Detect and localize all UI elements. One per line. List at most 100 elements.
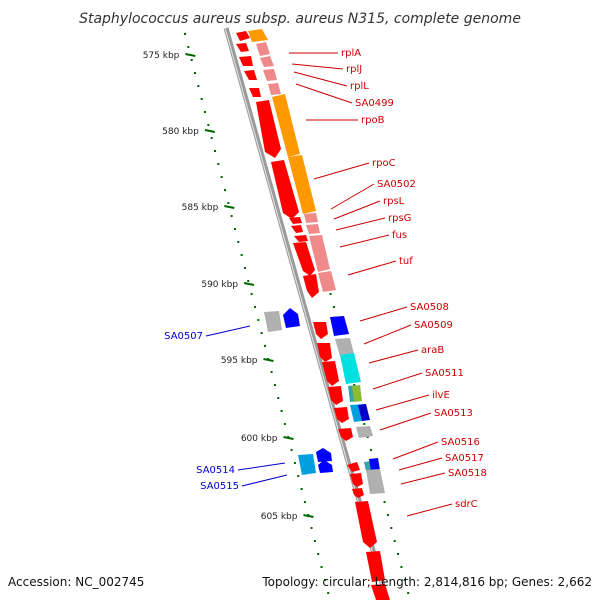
cds-feature: [313, 322, 328, 339]
ruler-dot: [230, 215, 233, 217]
ruler-dot: [280, 410, 283, 412]
reverse-gene-label: SA0507: [164, 331, 203, 342]
forward-gene-label: SA0518: [448, 468, 487, 479]
forward-gene-label: rpsG: [388, 213, 411, 224]
cds-feature: [355, 501, 377, 548]
ruler-dot: [210, 137, 213, 139]
cds-feature: [293, 242, 315, 276]
ruler-dot: [233, 228, 236, 230]
ruler-dot: [190, 59, 193, 61]
forward-gene-label: SA0499: [355, 98, 394, 109]
ruler-tick-label: 575 kbp: [143, 51, 180, 61]
rrna-feature: [248, 29, 268, 42]
cds-feature: [352, 488, 364, 498]
cds-feature: [291, 225, 303, 233]
cds-feature: [249, 88, 261, 97]
cds-feature: [347, 462, 360, 472]
ruler-dot: [250, 293, 253, 295]
ruler-dot: [223, 189, 226, 191]
ruler-dot: [386, 514, 389, 516]
ruler-dot: [327, 592, 330, 594]
ruler-dot: [243, 267, 246, 269]
ruler-dot: [323, 579, 326, 581]
cds-light-feature: [263, 69, 277, 81]
genome-summary-text: Topology: circular; Length: 2,814,816 bp…: [261, 575, 592, 589]
label-leader-line: [295, 83, 353, 104]
map-title: Staphylococcus aureus subsp. aureus N315…: [79, 11, 521, 27]
ruler-dot: [260, 332, 263, 334]
forward-gene-label: SA0508: [410, 302, 449, 313]
cds-light-feature: [309, 235, 330, 272]
forward-gene-label: rpoC: [372, 158, 396, 169]
cds-feature: [271, 160, 299, 219]
cds-light-feature: [268, 83, 281, 95]
ruler-dot: [227, 202, 230, 204]
cds-blue-feature: [369, 458, 380, 471]
forward-gene-label: rplL: [350, 81, 369, 92]
cds-feature: [239, 56, 253, 66]
ruler-tick-label: 580 kbp: [162, 127, 199, 137]
cyan-feature: [340, 353, 361, 384]
cds-blue-feature: [358, 404, 370, 421]
ruler-dot: [332, 306, 335, 308]
cds-feature: [334, 407, 349, 423]
cds-feature: [244, 70, 257, 80]
ruler-dot: [200, 98, 203, 100]
ruler-dot: [317, 553, 320, 555]
label-leader-line: [368, 349, 419, 364]
rrna-feature: [272, 94, 300, 157]
gray-feature: [335, 338, 354, 356]
ruler-dot: [204, 111, 207, 113]
ruler-dot: [257, 319, 260, 321]
label-leader-line: [363, 324, 412, 345]
forward-gene-label: SA0517: [445, 453, 484, 464]
label-leader-line: [359, 306, 408, 322]
forward-gene-label: rpoB: [361, 115, 385, 126]
cds-light-feature: [256, 42, 270, 56]
ruler-tick: [283, 436, 294, 440]
cds-light-feature: [306, 224, 320, 234]
ruler-dot: [303, 501, 306, 503]
ruler-dot: [217, 163, 220, 165]
ruler-dot: [366, 436, 369, 438]
forward-gene-label: araB: [421, 345, 444, 356]
cds-feature: [294, 235, 308, 242]
forward-gene-label: SA0509: [414, 320, 453, 331]
ruler-tick-label: 585 kbp: [182, 203, 219, 213]
cds-light-feature: [260, 56, 274, 67]
cds-feature: [236, 31, 250, 41]
label-leader-line: [241, 474, 288, 487]
ruler-dot: [370, 449, 373, 451]
ruler-tick: [303, 514, 314, 518]
ruler-dot: [277, 397, 280, 399]
green-feature: [352, 385, 362, 402]
ruler-tick-label: 590 kbp: [201, 280, 238, 290]
forward-gene-label: SA0511: [425, 368, 464, 379]
gray-feature: [356, 426, 373, 438]
ruler-tick-label: 600 kbp: [241, 434, 278, 444]
ruler-tick: [243, 282, 255, 286]
ruler-dot: [293, 462, 296, 464]
accession-text: Accession: NC_002745: [8, 575, 144, 589]
cds-blue-feature: [316, 448, 332, 462]
ruler-dot: [290, 449, 293, 451]
label-leader-line: [398, 457, 443, 471]
ruler-dot: [213, 150, 216, 152]
cds-feature: [350, 473, 363, 487]
label-leader-line: [379, 412, 432, 431]
reverse-gene-label: SA0514: [196, 465, 235, 476]
cds-blue-feature: [298, 454, 316, 475]
forward-gene-label: sdrC: [455, 499, 478, 510]
ruler-dot: [353, 384, 356, 386]
cds-feature: [328, 386, 343, 405]
ruler-dot: [270, 371, 273, 373]
gray-feature: [366, 469, 385, 494]
forward-gene-label: rplA: [341, 48, 361, 59]
cds-feature: [338, 428, 353, 441]
ruler-tick: [224, 205, 235, 209]
forward-gene-label: SA0502: [377, 179, 416, 190]
ruler-tick: [185, 53, 196, 57]
label-leader-line: [313, 162, 370, 180]
label-leader-line: [293, 71, 348, 87]
